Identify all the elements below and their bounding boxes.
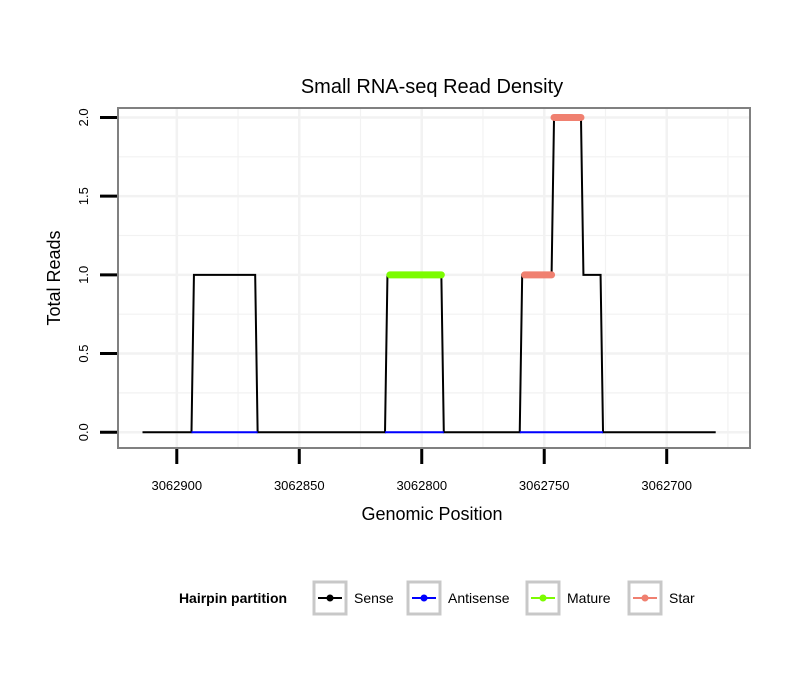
x-tick-label: 3062750 <box>519 478 570 493</box>
x-tick-label: 3062850 <box>274 478 325 493</box>
y-tick-label: 0.0 <box>76 423 91 441</box>
legend-dot-mature <box>539 594 547 602</box>
y-tick-label: 0.5 <box>76 345 91 363</box>
legend-label-star: Star <box>669 590 695 606</box>
x-tick-label: 3062700 <box>641 478 692 493</box>
x-tick-label: 3062900 <box>151 478 202 493</box>
y-tick-label: 1.0 <box>76 266 91 284</box>
series-sense-line <box>142 116 716 434</box>
legend-dot-antisense <box>420 594 428 602</box>
legend: Hairpin partition Sense Antisense Mature… <box>179 580 695 616</box>
legend-label-mature: Mature <box>567 590 611 606</box>
chart-title: Small RNA-seq Read Density <box>301 76 563 98</box>
panel-border <box>117 107 751 449</box>
legend-title: Hairpin partition <box>179 590 287 606</box>
legend-item-antisense: Antisense <box>406 580 510 616</box>
legend-label-antisense: Antisense <box>448 590 510 606</box>
y-tick-label: 1.5 <box>76 187 91 205</box>
x-tick-label: 3062800 <box>396 478 447 493</box>
legend-dot-star <box>641 594 649 602</box>
legend-item-star: Star <box>627 580 695 616</box>
axis-layer: 3062900 3062850 3062800 3062750 3062700 0.0 0.… <box>76 108 692 493</box>
x-axis-title: Genomic Position <box>361 504 502 524</box>
legend-item-sense: Sense <box>312 580 394 616</box>
y-tick-label: 2.0 <box>76 108 91 126</box>
series-layer <box>142 113 716 434</box>
legend-label-sense: Sense <box>354 590 394 606</box>
y-axis-title: Total Reads <box>44 230 64 325</box>
legend-dot-sense <box>326 594 334 602</box>
legend-item-mature: Mature <box>525 580 611 616</box>
